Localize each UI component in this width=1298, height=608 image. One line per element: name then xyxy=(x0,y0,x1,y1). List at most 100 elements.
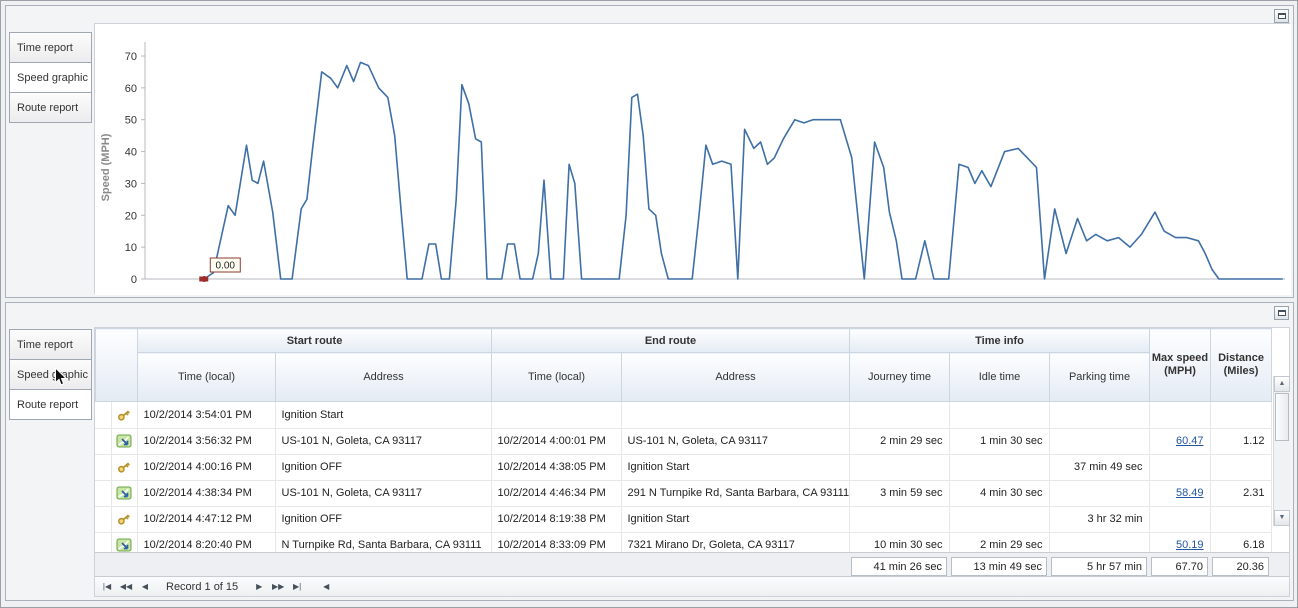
start-time-cell: 10/2/2014 4:00:16 PM xyxy=(137,454,276,481)
start-time-cell: 10/2/2014 3:56:32 PM xyxy=(137,428,276,455)
journey-time-cell: 2 min 29 sec xyxy=(849,428,950,455)
start-time-cell: 10/2/2014 4:38:34 PM xyxy=(137,480,276,507)
prev-page-button[interactable]: ◀◀ xyxy=(119,581,133,591)
distance-cell: 2.31 xyxy=(1210,480,1272,507)
group-header-time-info[interactable]: Time info xyxy=(848,328,1151,353)
column-header-journey-time[interactable]: Journey time xyxy=(849,352,950,402)
record-navigator: |◀ ◀◀ ◀ Record 1 of 15 ▶ ▶▶ ▶| ◀ xyxy=(95,576,1289,596)
max-speed-cell xyxy=(1149,454,1211,481)
max-speed-cell: 60.47 xyxy=(1149,428,1211,455)
row-gutter xyxy=(95,454,112,481)
row-gutter xyxy=(95,480,112,507)
last-record-button[interactable]: ▶| xyxy=(293,581,302,591)
start-address-cell: US-101 N, Goleta, CA 93117 xyxy=(275,480,492,507)
scroll-down-button[interactable]: ▼ xyxy=(1274,510,1290,526)
group-header-start-route[interactable]: Start route xyxy=(137,328,492,353)
grid-header: Start route End route Time info Max spee… xyxy=(95,328,1273,402)
end-time-cell: 10/2/2014 4:46:34 PM xyxy=(491,480,622,507)
group-header-end-route[interactable]: End route xyxy=(491,328,850,353)
end-address-cell: 7321 Mirano Dr, Goleta, CA 93117 xyxy=(621,532,850,552)
parking-time-cell xyxy=(1049,480,1150,507)
svg-text:70: 70 xyxy=(125,51,137,63)
column-header-start-address[interactable]: Address xyxy=(275,352,492,402)
table-row[interactable]: 10/2/2014 4:38:34 PM US-101 N, Goleta, CA… xyxy=(95,480,1272,507)
header-blank xyxy=(95,328,138,402)
grid-summary: 41 min 26 sec 13 min 49 sec 5 hr 57 min … xyxy=(95,552,1289,576)
scroll-up-button[interactable]: ▲ xyxy=(1274,376,1290,392)
journey-time-cell: 3 min 59 sec xyxy=(849,480,950,507)
parking-time-cell: 37 min 49 sec xyxy=(1049,454,1150,481)
end-time-cell xyxy=(491,402,622,429)
table-row[interactable]: 10/2/2014 3:56:32 PM US-101 N, Goleta, CA… xyxy=(95,428,1272,455)
journey-time-cell xyxy=(849,402,950,429)
max-speed-link[interactable]: 60.47 xyxy=(1175,435,1204,447)
idle-time-cell: 2 min 29 sec xyxy=(949,532,1050,552)
prev-record-button[interactable]: ◀ xyxy=(141,581,149,591)
key-icon xyxy=(111,506,138,533)
svg-text:40: 40 xyxy=(125,147,137,159)
column-header-end-time[interactable]: Time (local) xyxy=(491,352,622,402)
table-row[interactable]: 10/2/2014 4:00:16 PM Ignition OFF 10/2/201… xyxy=(95,454,1272,481)
end-time-cell: 10/2/2014 8:33:09 PM xyxy=(491,532,622,552)
svg-text:10: 10 xyxy=(125,242,137,254)
max-speed-cell: 50.19 xyxy=(1149,532,1211,552)
table-row[interactable]: 10/2/2014 8:20:40 PM N Turnpike Rd, Santa… xyxy=(95,532,1272,552)
speed-line-chart[interactable]: 0 10 20 30 40 50 60 70 Speed (MPH) 0.00 xyxy=(95,24,1291,295)
next-page-button[interactable]: ▶▶ xyxy=(272,581,285,591)
tab-speed-graphic[interactable]: Speed graphic xyxy=(9,359,92,390)
column-header-end-address[interactable]: Address xyxy=(621,352,850,402)
scrollbar-thumb[interactable] xyxy=(1275,393,1289,441)
table-row[interactable]: 10/2/2014 3:54:01 PM Ignition Start xyxy=(95,402,1272,429)
column-header-parking-time[interactable]: Parking time xyxy=(1048,352,1151,402)
start-address-cell: Ignition Start xyxy=(275,402,492,429)
vertical-scrollbar[interactable]: ▲ ▼ xyxy=(1273,376,1290,526)
max-speed-link[interactable]: 50.19 xyxy=(1175,539,1204,551)
tab-time-report[interactable]: Time report xyxy=(9,32,92,63)
max-speed-link[interactable]: 58.49 xyxy=(1175,487,1204,499)
tab-route-report[interactable]: Route report xyxy=(9,92,92,123)
distance-cell: 6.18 xyxy=(1210,532,1272,552)
idle-time-cell: 4 min 30 sec xyxy=(949,480,1050,507)
tab-time-report[interactable]: Time report xyxy=(9,329,92,360)
end-time-cell: 10/2/2014 4:00:01 PM xyxy=(491,428,622,455)
top-panel-tab-strip: Time report Speed graphic Route report xyxy=(9,32,92,123)
journey-time-cell xyxy=(849,506,950,533)
route-report-grid: Start route End route Time info Max spee… xyxy=(94,327,1290,597)
route-icon xyxy=(111,480,138,507)
column-header-distance[interactable]: Distance (Miles) xyxy=(1210,328,1273,402)
end-address-cell: US-101 N, Goleta, CA 93117 xyxy=(621,428,850,455)
key-icon xyxy=(111,454,138,481)
row-gutter xyxy=(95,506,112,533)
key-icon xyxy=(111,402,138,429)
route-report-panel: Time report Speed graphic Route report S… xyxy=(5,302,1294,601)
start-address-cell: US-101 N, Goleta, CA 93117 xyxy=(275,428,492,455)
journey-time-cell: 10 min 30 sec xyxy=(849,532,950,552)
column-header-start-time[interactable]: Time (local) xyxy=(137,352,276,402)
summary-distance: 20.36 xyxy=(1212,556,1269,576)
column-header-idle-time[interactable]: Idle time xyxy=(949,352,1050,402)
end-address-cell: Ignition Start xyxy=(621,506,850,533)
summary-parking-time: 5 hr 57 min xyxy=(1051,556,1147,576)
collapse-panel-button[interactable] xyxy=(1274,9,1289,23)
table-row[interactable]: 10/2/2014 4:47:12 PM Ignition OFF 10/2/201… xyxy=(95,506,1272,533)
column-header-max-speed[interactable]: Max speed (MPH) xyxy=(1149,328,1212,402)
h-scroll-left-button[interactable]: ◀ xyxy=(323,581,330,591)
row-gutter xyxy=(95,428,112,455)
tab-route-report[interactable]: Route report xyxy=(9,389,92,420)
end-time-cell: 10/2/2014 4:38:05 PM xyxy=(491,454,622,481)
row-gutter xyxy=(95,402,112,429)
parking-time-cell xyxy=(1049,532,1150,552)
next-record-button[interactable]: ▶ xyxy=(256,581,263,591)
max-speed-cell: 58.49 xyxy=(1149,480,1211,507)
end-address-cell: Ignition Start xyxy=(621,454,850,481)
start-time-cell: 10/2/2014 4:47:12 PM xyxy=(137,506,276,533)
collapse-panel-button[interactable] xyxy=(1274,306,1289,320)
parking-time-cell xyxy=(1049,428,1150,455)
first-record-button[interactable]: |◀ xyxy=(102,581,112,591)
speed-chart[interactable]: 0 10 20 30 40 50 60 70 Speed (MPH) 0.00 xyxy=(94,23,1291,295)
end-address-cell xyxy=(621,402,850,429)
tab-speed-graphic[interactable]: Speed graphic xyxy=(9,62,92,93)
parking-time-cell xyxy=(1049,402,1150,429)
start-address-cell: Ignition OFF xyxy=(275,506,492,533)
